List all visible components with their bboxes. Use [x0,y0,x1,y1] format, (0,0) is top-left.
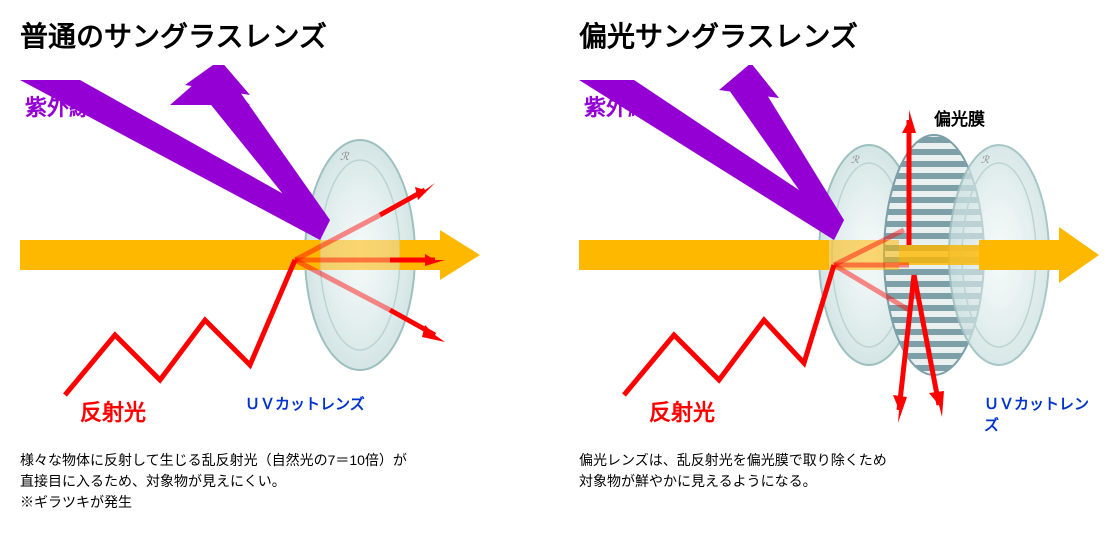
label-reflected-r: 反射光 [649,395,715,427]
right-title: 偏光サングラスレンズ [579,15,1098,55]
label-uv-mid: 紫外線 [20,237,86,269]
left-description: 様々な物体に反射して生じる乱反射光（自然光の7＝10倍）が 直接目に入るため、対… [20,450,539,513]
right-panel: 偏光サングラスレンズ ℛ [559,0,1118,538]
right-svg: ℛ ℛ [579,65,1099,445]
right-description: 偏光レンズは、乱反射光を偏光膜で取り除くため 対象物が鮮やかに見えるようになる。 [579,450,1098,492]
label-uv-lens-r: ＵＶカットレンズ [984,393,1098,435]
lens-logo-r1: ℛ [851,155,860,166]
label-uv-top-r: 紫外線 [584,90,650,122]
right-diagram: ℛ ℛ [579,65,1098,445]
label-uv-mid-r: 紫外線 [579,237,645,269]
lens-logo-r2: ℛ [981,155,990,166]
label-uv-lens: ＵＶカットレンズ [245,393,365,414]
label-reflected: 反射光 [80,395,146,427]
label-polarizer: 偏光膜 [934,105,985,130]
label-uv-top: 紫外線 [25,90,91,122]
left-title: 普通のサングラスレンズ [20,15,539,55]
left-panel: 普通のサングラスレンズ ℛ [0,0,559,538]
left-diagram: ℛ [20,65,539,445]
lens-logo: ℛ [340,151,350,163]
left-svg: ℛ [20,65,540,445]
